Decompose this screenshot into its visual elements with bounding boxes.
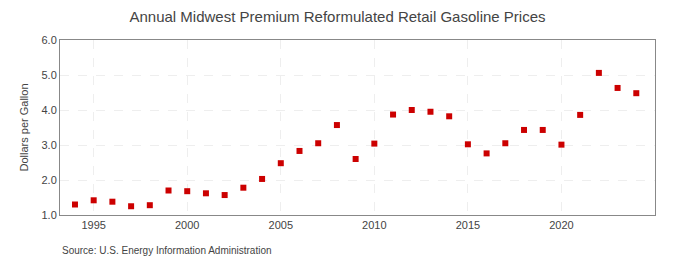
svg-text:2010: 2010 [362, 219, 386, 231]
svg-text:3.0: 3.0 [42, 139, 57, 151]
svg-text:4.0: 4.0 [42, 104, 57, 116]
svg-text:1.0: 1.0 [42, 209, 57, 221]
svg-text:Dollars per Gallon: Dollars per Gallon [18, 83, 30, 171]
svg-text:2020: 2020 [549, 219, 573, 231]
svg-text:Source: U.S. Energy Informatio: Source: U.S. Energy Information Administ… [62, 245, 272, 256]
svg-text:Annual Midwest Premium Reformu: Annual Midwest Premium Reformulated Reta… [129, 8, 545, 25]
svg-text:2015: 2015 [456, 219, 480, 231]
svg-text:2005: 2005 [269, 219, 293, 231]
svg-text:1995: 1995 [81, 219, 105, 231]
svg-text:2.0: 2.0 [42, 174, 57, 186]
svg-text:5.0: 5.0 [42, 69, 57, 81]
svg-text:6.0: 6.0 [42, 34, 57, 46]
svg-text:2000: 2000 [175, 219, 199, 231]
